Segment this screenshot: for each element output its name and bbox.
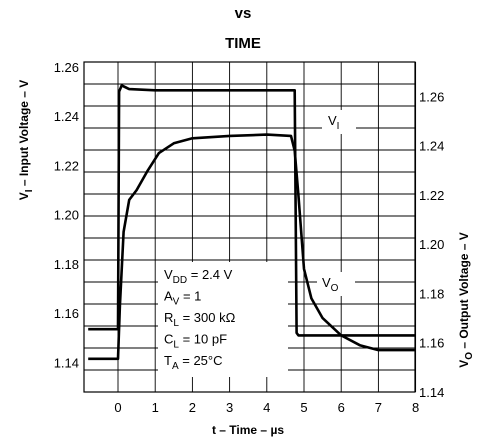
- y-right-tick-label: 1.26: [419, 89, 444, 104]
- condition-line: VDD = 2.4 V: [164, 267, 233, 286]
- condition-line: TA = 25°C: [164, 353, 223, 372]
- vo-label: VO: [322, 275, 339, 294]
- chart-subtitle: TIME: [225, 35, 261, 52]
- x-tick-label: 6: [338, 400, 345, 415]
- vo-label-bg: [317, 272, 355, 296]
- y-axis-left-label: VI – Input Voltage – V: [17, 80, 35, 201]
- x-tick-label: 7: [375, 400, 382, 415]
- plot-frame: [83, 61, 416, 393]
- y-left-tick-label: 1.22: [54, 158, 79, 173]
- x-tick-label: 1: [152, 400, 159, 415]
- grid-lines: [84, 62, 417, 392]
- y-left-tick-label: 1.18: [54, 257, 79, 272]
- y-axis-right-label: VO – Output Voltage – V: [457, 232, 475, 368]
- y-right-tick-label: 1.24: [419, 139, 444, 154]
- x-tick-label: 8: [412, 400, 419, 415]
- conditions-bg: [158, 262, 288, 377]
- y-left-tick-label: 1.20: [54, 208, 79, 223]
- y-right-tick-label: 1.20: [419, 237, 444, 252]
- chart-title: vs: [235, 5, 252, 22]
- x-axis-label: t – Time – µs: [212, 423, 284, 437]
- y-left-tick-label: 1.14: [54, 355, 79, 370]
- y-left-tick-label: 1.16: [54, 306, 79, 321]
- vi-label-bg: [322, 110, 356, 134]
- x-tick-label: 2: [189, 400, 196, 415]
- y-left-tick-label: 1.24: [54, 109, 79, 124]
- y-right-tick-label: 1.18: [419, 286, 444, 301]
- condition-line: RL = 300 kΩ: [164, 310, 236, 329]
- y-left-tick-label: 1.26: [54, 60, 79, 75]
- y-right-tick-label: 1.16: [419, 336, 444, 351]
- condition-line: CL = 10 pF: [164, 332, 227, 351]
- x-tick-label: 3: [226, 400, 233, 415]
- y-right-tick-label: 1.22: [419, 188, 444, 203]
- series-vo-line: [88, 133, 416, 361]
- condition-line: AV = 1: [164, 289, 201, 308]
- annotations: VI VO VDD = 2.4 V AV = 1 RL = 300 kΩ CL = 10 …: [158, 110, 356, 377]
- x-tick-label: 5: [300, 400, 307, 415]
- vi-label: VI: [328, 113, 339, 132]
- series-vi-line: [88, 84, 416, 337]
- tick-labels: 0 1 2 3 4 5 6 7 8 1.26 1.24 1.22 1.20 1.18 1.16 1.14 1.2…: [54, 60, 445, 415]
- x-tick-label: 4: [263, 400, 270, 415]
- series-layer: [88, 84, 416, 361]
- x-tick-label: 0: [114, 400, 121, 415]
- y-right-tick-label: 1.14: [419, 385, 444, 400]
